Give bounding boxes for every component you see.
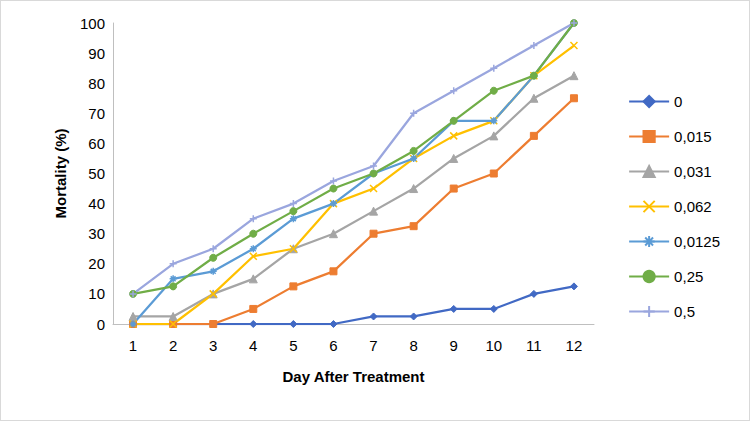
svg-text:50: 50 bbox=[88, 165, 105, 182]
svg-text:0,5: 0,5 bbox=[674, 303, 695, 320]
svg-text:0: 0 bbox=[97, 316, 105, 333]
svg-text:0,25: 0,25 bbox=[674, 268, 703, 285]
svg-text:40: 40 bbox=[88, 195, 105, 212]
svg-text:0,031: 0,031 bbox=[674, 163, 712, 180]
svg-text:3: 3 bbox=[209, 337, 217, 354]
svg-text:0: 0 bbox=[674, 93, 682, 110]
svg-text:12: 12 bbox=[566, 337, 583, 354]
svg-text:20: 20 bbox=[88, 255, 105, 272]
svg-text:6: 6 bbox=[329, 337, 337, 354]
svg-text:10: 10 bbox=[88, 285, 105, 302]
svg-text:0,062: 0,062 bbox=[674, 198, 712, 215]
svg-text:0,0125: 0,0125 bbox=[674, 233, 720, 250]
svg-text:70: 70 bbox=[88, 105, 105, 122]
svg-text:10: 10 bbox=[485, 337, 502, 354]
svg-text:90: 90 bbox=[88, 45, 105, 62]
svg-text:9: 9 bbox=[450, 337, 458, 354]
svg-text:4: 4 bbox=[249, 337, 257, 354]
svg-text:100: 100 bbox=[80, 15, 105, 32]
svg-text:11: 11 bbox=[526, 337, 542, 354]
svg-text:7: 7 bbox=[369, 337, 377, 354]
svg-text:30: 30 bbox=[88, 225, 105, 242]
svg-text:5: 5 bbox=[289, 337, 297, 354]
svg-text:Mortality (%): Mortality (%) bbox=[52, 128, 69, 218]
svg-text:1: 1 bbox=[129, 337, 137, 354]
svg-text:60: 60 bbox=[88, 135, 105, 152]
svg-text:2: 2 bbox=[169, 337, 177, 354]
svg-text:80: 80 bbox=[88, 75, 105, 92]
svg-text:8: 8 bbox=[409, 337, 417, 354]
svg-text:0,015: 0,015 bbox=[674, 128, 712, 145]
svg-text:Day After Treatment: Day After Treatment bbox=[283, 368, 425, 385]
